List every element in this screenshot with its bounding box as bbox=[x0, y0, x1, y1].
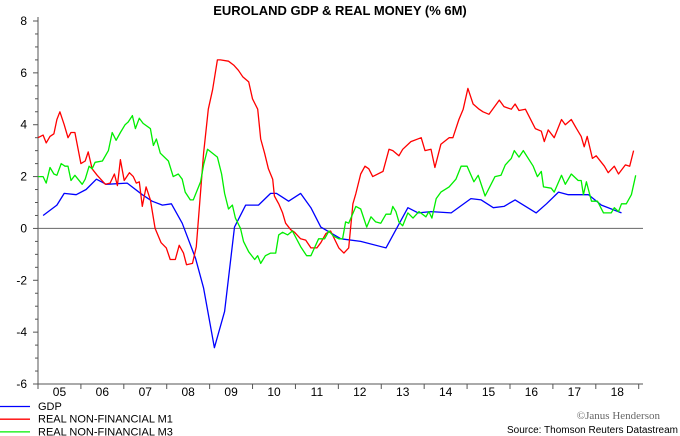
y-tick-label: -2 bbox=[16, 273, 27, 287]
copyright-watermark: ©Janus Henderson bbox=[577, 410, 661, 422]
x-tick-label: 06 bbox=[96, 385, 110, 399]
source-note: Source: Thomson Reuters Datastream bbox=[507, 425, 678, 436]
x-tick-label: 05 bbox=[53, 385, 67, 399]
x-tick-label: 18 bbox=[611, 385, 625, 399]
x-tick-label: 15 bbox=[482, 385, 496, 399]
legend-label: REAL NON-FINANCIAL M3 bbox=[38, 426, 173, 436]
y-tick-label: 6 bbox=[20, 66, 27, 80]
x-tick-label: 16 bbox=[525, 385, 539, 399]
series-line-real-non-financial-m1 bbox=[37, 59, 635, 266]
x-tick-label: 08 bbox=[181, 385, 195, 399]
series-lines bbox=[37, 59, 637, 349]
y-tick-label: 4 bbox=[20, 118, 27, 132]
x-tick-label: 11 bbox=[311, 385, 324, 399]
series-line-gdp bbox=[42, 178, 622, 349]
x-tick-label: 09 bbox=[224, 385, 238, 399]
x-tick-label: 07 bbox=[139, 385, 153, 399]
y-tick-label: 8 bbox=[20, 14, 27, 28]
y-tick-label: -6 bbox=[16, 377, 27, 391]
series-line-real-non-financial-m3 bbox=[38, 114, 637, 265]
x-tick-label: 12 bbox=[353, 385, 367, 399]
legend-label: GDP bbox=[38, 401, 62, 413]
x-tick-label: 14 bbox=[439, 385, 453, 399]
chart-title: EUROLAND GDP & REAL MONEY (% 6M) bbox=[213, 3, 467, 18]
legend-label: REAL NON-FINANCIAL M1 bbox=[38, 414, 173, 426]
x-tick-label: 13 bbox=[396, 385, 410, 399]
y-tick-label: -4 bbox=[16, 325, 27, 339]
x-tick-label: 17 bbox=[568, 385, 582, 399]
x-tick-label: 10 bbox=[267, 385, 281, 399]
y-tick-label: 0 bbox=[20, 221, 27, 235]
axes: -6 -4 -2 0 2 4 6 8 05 06 07 08 09 10 11 12 13 14 15 16 17 18 bbox=[16, 14, 643, 399]
y-tick-label: 2 bbox=[20, 170, 27, 184]
